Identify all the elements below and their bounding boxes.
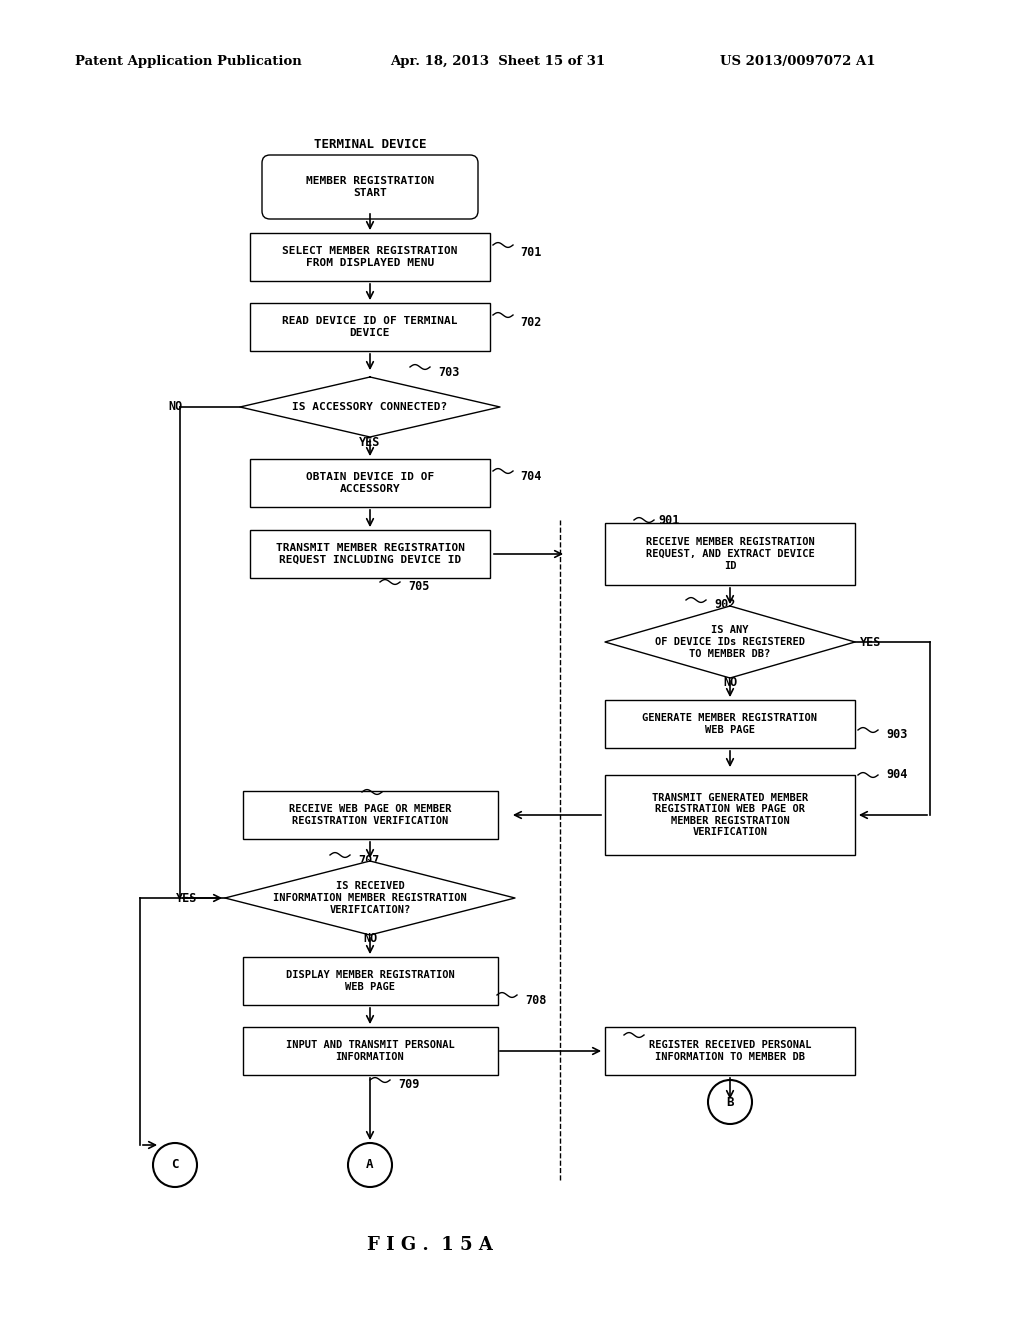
Text: 701: 701 <box>520 246 542 259</box>
Text: RECEIVE MEMBER REGISTRATION
REQUEST, AND EXTRACT DEVICE
ID: RECEIVE MEMBER REGISTRATION REQUEST, AND… <box>645 537 814 570</box>
Text: REGISTER RECEIVED PERSONAL
INFORMATION TO MEMBER DB: REGISTER RECEIVED PERSONAL INFORMATION T… <box>649 1040 811 1061</box>
Text: DISPLAY MEMBER REGISTRATION
WEB PAGE: DISPLAY MEMBER REGISTRATION WEB PAGE <box>286 970 455 991</box>
Text: 702: 702 <box>520 315 542 329</box>
Text: GENERATE MEMBER REGISTRATION
WEB PAGE: GENERATE MEMBER REGISTRATION WEB PAGE <box>642 713 817 735</box>
Text: 904: 904 <box>886 768 907 781</box>
Text: 707: 707 <box>358 854 379 866</box>
Text: IS RECEIVED
INFORMATION MEMBER REGISTRATION
VERIFICATION?: IS RECEIVED INFORMATION MEMBER REGISTRAT… <box>273 882 467 915</box>
Text: RECEIVE WEB PAGE OR MEMBER
REGISTRATION VERIFICATION: RECEIVE WEB PAGE OR MEMBER REGISTRATION … <box>289 804 452 826</box>
Text: 708: 708 <box>525 994 547 1006</box>
Text: NO: NO <box>723 676 737 689</box>
Polygon shape <box>240 378 500 437</box>
FancyBboxPatch shape <box>243 791 498 840</box>
Text: OBTAIN DEVICE ID OF
ACCESSORY: OBTAIN DEVICE ID OF ACCESSORY <box>306 473 434 494</box>
FancyBboxPatch shape <box>605 523 855 585</box>
Text: 706: 706 <box>390 791 412 804</box>
FancyBboxPatch shape <box>250 304 490 351</box>
Text: Apr. 18, 2013  Sheet 15 of 31: Apr. 18, 2013 Sheet 15 of 31 <box>390 55 605 69</box>
Text: C: C <box>171 1159 179 1172</box>
FancyBboxPatch shape <box>243 957 498 1005</box>
Text: Patent Application Publication: Patent Application Publication <box>75 55 302 69</box>
FancyBboxPatch shape <box>250 459 490 507</box>
Text: YES: YES <box>359 436 381 449</box>
Text: READ DEVICE ID OF TERMINAL
DEVICE: READ DEVICE ID OF TERMINAL DEVICE <box>283 317 458 338</box>
Polygon shape <box>605 606 855 678</box>
Text: NO: NO <box>362 932 377 945</box>
Text: 703: 703 <box>438 366 460 379</box>
Text: 705: 705 <box>408 581 429 594</box>
Text: US 2013/0097072 A1: US 2013/0097072 A1 <box>720 55 876 69</box>
Text: TRANSMIT MEMBER REGISTRATION
REQUEST INCLUDING DEVICE ID: TRANSMIT MEMBER REGISTRATION REQUEST INC… <box>275 544 465 565</box>
Text: 709: 709 <box>398 1078 420 1092</box>
Text: F I G .  1 5 A: F I G . 1 5 A <box>367 1236 493 1254</box>
Text: MEMBER REGISTRATION
START: MEMBER REGISTRATION START <box>306 176 434 198</box>
Text: TRANSMIT GENERATED MEMBER
REGISTRATION WEB PAGE OR
MEMBER REGISTRATION
VERIFICAT: TRANSMIT GENERATED MEMBER REGISTRATION W… <box>652 792 808 837</box>
Text: A: A <box>367 1159 374 1172</box>
Text: SELECT MEMBER REGISTRATION
FROM DISPLAYED MENU: SELECT MEMBER REGISTRATION FROM DISPLAYE… <box>283 247 458 268</box>
Text: IS ANY
OF DEVICE IDs REGISTERED
TO MEMBER DB?: IS ANY OF DEVICE IDs REGISTERED TO MEMBE… <box>655 626 805 659</box>
Text: B: B <box>726 1096 734 1109</box>
Text: 903: 903 <box>886 729 907 742</box>
Text: 901: 901 <box>658 513 679 527</box>
Text: IS ACCESSORY CONNECTED?: IS ACCESSORY CONNECTED? <box>293 403 447 412</box>
Text: INPUT AND TRANSMIT PERSONAL
INFORMATION: INPUT AND TRANSMIT PERSONAL INFORMATION <box>286 1040 455 1061</box>
Text: NO: NO <box>168 400 182 413</box>
FancyBboxPatch shape <box>605 775 855 855</box>
Polygon shape <box>225 861 515 935</box>
FancyBboxPatch shape <box>262 154 478 219</box>
Text: TERMINAL DEVICE: TERMINAL DEVICE <box>313 139 426 152</box>
Text: 905: 905 <box>652 1034 674 1047</box>
Text: 902: 902 <box>714 598 735 611</box>
FancyBboxPatch shape <box>605 1027 855 1074</box>
FancyBboxPatch shape <box>250 234 490 281</box>
Text: YES: YES <box>176 891 198 904</box>
Text: YES: YES <box>860 635 882 648</box>
FancyBboxPatch shape <box>243 1027 498 1074</box>
Text: 704: 704 <box>520 470 542 483</box>
FancyBboxPatch shape <box>250 531 490 578</box>
FancyBboxPatch shape <box>605 700 855 748</box>
